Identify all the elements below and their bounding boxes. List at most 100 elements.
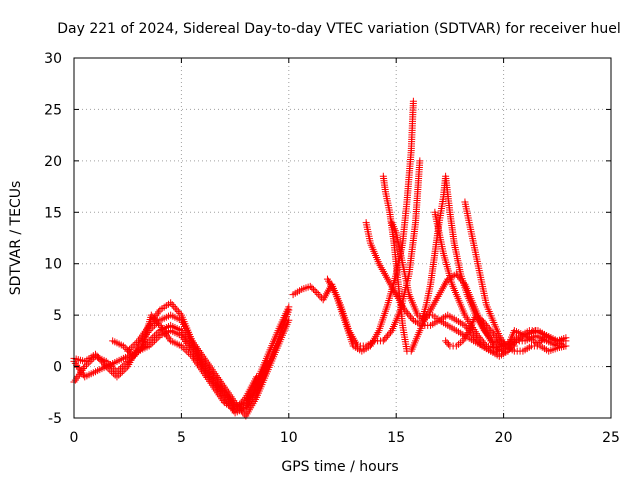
data-point xyxy=(462,323,470,331)
data-point xyxy=(95,354,103,362)
data-point xyxy=(311,287,319,295)
data-point xyxy=(131,340,139,348)
data-point xyxy=(174,308,182,316)
data-point xyxy=(285,303,293,311)
data-point xyxy=(475,333,483,341)
data-point xyxy=(186,351,194,359)
data-point xyxy=(486,333,494,341)
data-point xyxy=(152,330,160,338)
y-tick-label: 20 xyxy=(44,154,62,170)
data-point xyxy=(137,344,145,352)
data-point xyxy=(127,349,135,357)
data-point xyxy=(179,344,187,352)
data-point xyxy=(384,332,392,340)
data-point xyxy=(133,339,141,347)
data-point xyxy=(481,320,489,328)
data-point xyxy=(170,302,178,310)
y-tick-label: 5 xyxy=(53,308,62,324)
data-point xyxy=(98,357,106,365)
data-point xyxy=(484,323,492,331)
data-point xyxy=(185,349,193,357)
data-point xyxy=(149,333,157,341)
data-point xyxy=(113,373,121,381)
data-point xyxy=(151,332,159,340)
chart-title: Day 221 of 2024, Sidereal Day-to-day VTE… xyxy=(57,21,620,37)
y-tick-label: 15 xyxy=(44,205,62,221)
data-point xyxy=(442,337,450,345)
data-point xyxy=(171,304,179,312)
data-point xyxy=(461,321,469,329)
data-point xyxy=(93,352,101,360)
data-point xyxy=(219,387,227,395)
data-point xyxy=(130,352,138,360)
x-tick-label: 20 xyxy=(495,430,513,446)
data-point xyxy=(117,369,125,377)
data-point xyxy=(136,345,144,353)
series-sat-f xyxy=(289,157,424,350)
data-point xyxy=(119,342,127,350)
data-point xyxy=(154,320,162,328)
data-point xyxy=(480,327,488,335)
data-point xyxy=(313,289,321,297)
data-point xyxy=(443,339,451,347)
data-point xyxy=(306,282,314,290)
y-tick-label: 25 xyxy=(44,102,62,118)
data-points xyxy=(70,97,570,420)
data-point xyxy=(177,342,185,350)
data-point xyxy=(134,347,142,355)
data-point xyxy=(210,378,218,386)
data-point xyxy=(487,335,495,343)
data-point xyxy=(405,311,413,319)
x-axis-label: GPS time / hours xyxy=(281,459,398,475)
data-point xyxy=(211,380,219,388)
data-point xyxy=(147,335,155,343)
data-point xyxy=(213,381,221,389)
data-point xyxy=(125,345,133,353)
data-point xyxy=(115,371,123,379)
x-tick-label: 25 xyxy=(602,430,620,446)
data-point xyxy=(402,308,410,316)
data-point xyxy=(485,332,493,340)
data-point xyxy=(129,342,137,350)
x-tick-label: 10 xyxy=(280,430,298,446)
plot-frame xyxy=(73,57,612,419)
data-point xyxy=(215,383,223,391)
data-point xyxy=(237,399,245,407)
data-point xyxy=(407,313,415,321)
data-point xyxy=(539,335,547,343)
data-point xyxy=(122,364,130,372)
data-point xyxy=(154,328,162,336)
data-point xyxy=(409,97,417,105)
data-point xyxy=(382,333,390,341)
data-point xyxy=(481,340,489,348)
data-point xyxy=(444,340,452,348)
data-point xyxy=(102,363,110,371)
y-tick-label: -5 xyxy=(48,411,62,427)
data-point xyxy=(379,337,387,345)
data-point xyxy=(109,369,117,377)
data-point xyxy=(120,366,128,374)
data-point xyxy=(474,332,482,340)
data-point xyxy=(84,359,92,367)
data-point xyxy=(263,357,271,365)
x-tick-label: 15 xyxy=(387,430,405,446)
data-point xyxy=(132,351,140,359)
data-point xyxy=(173,306,181,314)
data-point xyxy=(308,284,316,292)
data-point xyxy=(416,157,424,165)
x-tick-label: 0 xyxy=(70,430,79,446)
axis-ticks: 0 5 10 15 20 25 -5 0 5 10 15 20 25 30 xyxy=(44,51,620,446)
data-point xyxy=(176,309,184,317)
series-sat-n xyxy=(461,198,570,355)
data-point xyxy=(381,335,389,343)
data-point xyxy=(183,347,191,355)
data-point xyxy=(485,325,493,333)
data-point xyxy=(408,315,416,323)
data-point xyxy=(454,272,462,280)
data-point xyxy=(99,359,107,367)
data-point xyxy=(386,328,394,336)
data-point xyxy=(480,318,488,326)
y-tick-label: 10 xyxy=(44,257,62,273)
data-point xyxy=(168,301,176,309)
